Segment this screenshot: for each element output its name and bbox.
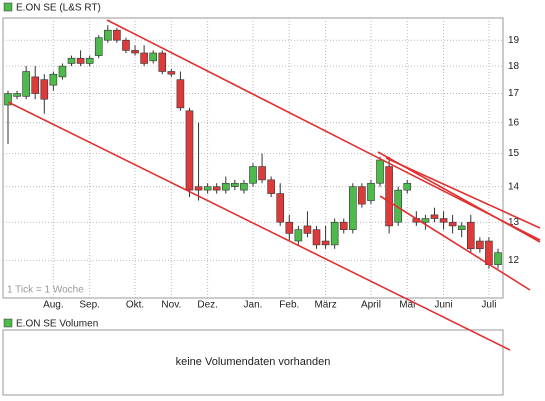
trend-line: [379, 195, 531, 291]
candle-body: [49, 73, 58, 86]
candle-body: [76, 57, 85, 64]
x-tick-label: April: [361, 300, 381, 311]
y-tick-label: 15: [508, 148, 520, 159]
x-tick-label: Aug.: [43, 300, 64, 311]
trend-line: [106, 19, 541, 241]
candle-body: [385, 166, 393, 227]
volume-title: E.ON SE Volumen: [16, 319, 98, 330]
x-tick-label: Sep.: [79, 300, 100, 311]
candle-body: [203, 186, 212, 191]
y-tick-label: 16: [508, 117, 520, 128]
candle-body: [40, 79, 49, 100]
candle-body: [194, 186, 203, 191]
candle-body: [321, 240, 330, 246]
y-tick-label: 18: [508, 61, 520, 72]
candle-body: [267, 179, 275, 194]
candle-body: [430, 214, 439, 219]
candle-body: [466, 221, 475, 250]
candle-body: [367, 182, 375, 201]
candle-body: [249, 166, 257, 184]
candle-body: [394, 189, 402, 223]
x-tick-label: März: [314, 300, 336, 311]
y-tick-label: 14: [508, 181, 520, 192]
candle-body: [358, 186, 366, 205]
candle-body: [158, 52, 167, 72]
price-panel: [2, 17, 504, 299]
candle-body: [494, 252, 502, 265]
candle-body: [104, 29, 112, 41]
candle-body: [258, 166, 266, 181]
candle-body: [448, 221, 457, 227]
candle-body: [403, 182, 412, 191]
candle-body: [131, 50, 139, 54]
candle-body: [4, 93, 12, 106]
x-tick-label: Juni: [434, 300, 452, 311]
x-tick-label: Juli: [481, 300, 496, 311]
candle-body: [122, 39, 130, 51]
trend-lines: [7, 19, 541, 351]
candle-body: [67, 57, 76, 64]
candle-body: [231, 182, 239, 187]
candle-body: [285, 221, 294, 234]
candle-body: [476, 240, 484, 250]
candle-body: [85, 57, 94, 64]
trend-line: [7, 101, 511, 351]
y-tick-label: 17: [508, 88, 520, 99]
candle-body: [339, 221, 348, 230]
candle-body: [330, 221, 339, 246]
x-tick-label: Nov.: [161, 300, 181, 311]
y-tick-label: 13: [508, 217, 520, 228]
x-tick-label: Mai: [399, 300, 415, 311]
x-tick-label: Jan.: [244, 300, 263, 311]
candle-body: [294, 229, 303, 242]
candle-body: [221, 182, 230, 191]
candle-body: [31, 76, 40, 94]
candle-body: [94, 37, 103, 56]
legend-swatch: [3, 318, 13, 328]
candle-body: [240, 182, 248, 191]
candle-body: [167, 71, 176, 75]
volume-note: keine Volumendaten vorhanden: [176, 356, 331, 368]
candle-body: [303, 225, 312, 234]
candle-body: [439, 218, 448, 223]
x-tick-label: Dez.: [197, 300, 218, 311]
candle-body: [376, 159, 384, 184]
candle-body: [421, 218, 430, 223]
trend-line: [385, 157, 541, 229]
chart-title: E.ON SE (L&S RT): [16, 3, 101, 14]
candle-body: [349, 186, 357, 230]
x-tick-label: Feb.: [279, 300, 299, 311]
x-tick-label: Okt.: [126, 300, 144, 311]
candle-body: [113, 29, 121, 41]
candle-body: [185, 110, 194, 191]
candle-body: [22, 71, 30, 97]
tick-note: 1 Tick = 1 Woche: [7, 285, 84, 296]
volume-panel: [2, 329, 504, 396]
legend-swatch: [3, 2, 13, 12]
candle-body: [140, 52, 148, 64]
candle-body: [457, 225, 466, 230]
candle-body: [58, 65, 67, 78]
candle-body: [176, 79, 185, 109]
y-tick-label: 19: [508, 35, 520, 46]
candle-body: [13, 93, 21, 97]
candle-body: [276, 193, 285, 223]
marks: 12 13 14 15 16 17 18 19 Aug. Sep. Okt. Nov. Dez. Jan.…: [3, 18, 520, 311]
candle-body: [149, 52, 157, 62]
y-tick-label: 12: [508, 255, 520, 266]
candle-body: [212, 186, 221, 191]
candle-body: [312, 229, 321, 246]
candle-body: [485, 240, 493, 265]
